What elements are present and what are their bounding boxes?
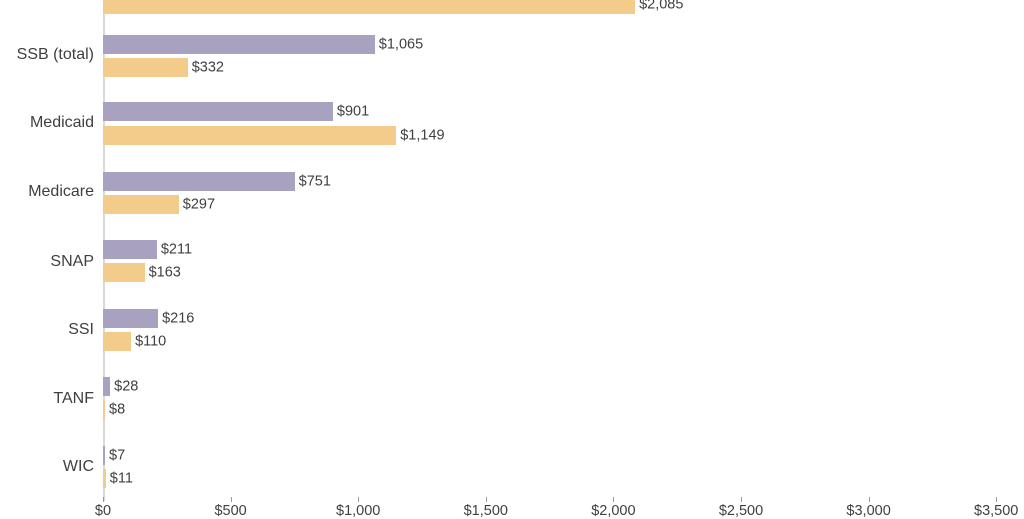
bar-series-2: [103, 263, 145, 282]
x-axis-tick: [103, 497, 104, 502]
bar-value-label: $1,065: [378, 36, 424, 52]
bar-row: $8: [103, 400, 1006, 419]
bar-row: $901: [103, 102, 1006, 121]
x-axis-tick: [996, 497, 998, 502]
bar-value-label: $211: [160, 241, 193, 257]
x-axis-tick: [230, 497, 232, 502]
bar-value-label: $11: [109, 470, 133, 486]
bar-row: $1,065: [103, 35, 1006, 54]
bar-value-label: $216: [162, 310, 195, 326]
category-label: Medicaid: [29, 114, 94, 131]
category-label: SSB (total): [16, 46, 94, 63]
bar-series-2: [103, 126, 397, 145]
bar-series-1: [103, 309, 159, 328]
bar-series-2: [103, 0, 636, 14]
bar-series-2: [103, 400, 106, 419]
bar-series-2: [103, 195, 179, 214]
bar-row: $7: [103, 446, 1006, 465]
bar-value-label: $751: [298, 173, 331, 189]
category-label: TANF: [53, 390, 94, 407]
bar-value-label: $28: [114, 378, 139, 394]
bar-row: $211: [103, 240, 1006, 259]
bar-row: $216: [103, 309, 1006, 328]
bar-series-2: [103, 469, 106, 488]
category-label: SSI: [68, 321, 94, 338]
bar-series-2: [103, 58, 188, 77]
x-axis-tick: [613, 497, 615, 502]
bar-row: $332: [103, 58, 1006, 77]
bar-series-2: [103, 332, 132, 351]
bar-value-label: $1,149: [400, 127, 445, 143]
bar-row: $163: [103, 263, 1006, 282]
bar-value-label: $8: [109, 401, 126, 417]
bar-row: $297: [103, 195, 1006, 214]
x-axis-tick-label: $3,500: [974, 503, 1019, 519]
bar-series-1: [103, 377, 111, 396]
x-axis-tick: [741, 497, 742, 502]
bar-row: $2,085: [103, 0, 1006, 14]
x-axis-tick: [868, 497, 870, 502]
bar-value-label: $163: [148, 264, 181, 280]
bar-value-label: $110: [135, 333, 167, 349]
bar-value-label: $901: [336, 103, 370, 119]
bar-series-1: [103, 35, 375, 54]
bar-series-1: [103, 240, 157, 259]
bar-row: $28: [103, 377, 1006, 396]
bar-row: $751: [103, 172, 1006, 191]
category-label: Medicare: [28, 183, 94, 200]
x-axis-tick: [485, 497, 487, 502]
bar-series-1: [103, 172, 295, 191]
category-label: WIC: [62, 458, 94, 475]
x-axis-tick: [358, 497, 360, 502]
bar-value-label: $2,085: [639, 0, 684, 12]
bar-series-1: [103, 446, 105, 465]
bar-value-label: $332: [191, 59, 224, 75]
bar-series-1: [103, 102, 333, 121]
bar-value-label: $7: [109, 447, 126, 463]
bar-row: $11: [103, 469, 1006, 488]
category-label: SNAP: [50, 253, 94, 270]
bar-row: $110: [103, 332, 1006, 351]
bar-value-label: $297: [182, 196, 216, 212]
bar-row: $1,149: [103, 126, 1006, 145]
